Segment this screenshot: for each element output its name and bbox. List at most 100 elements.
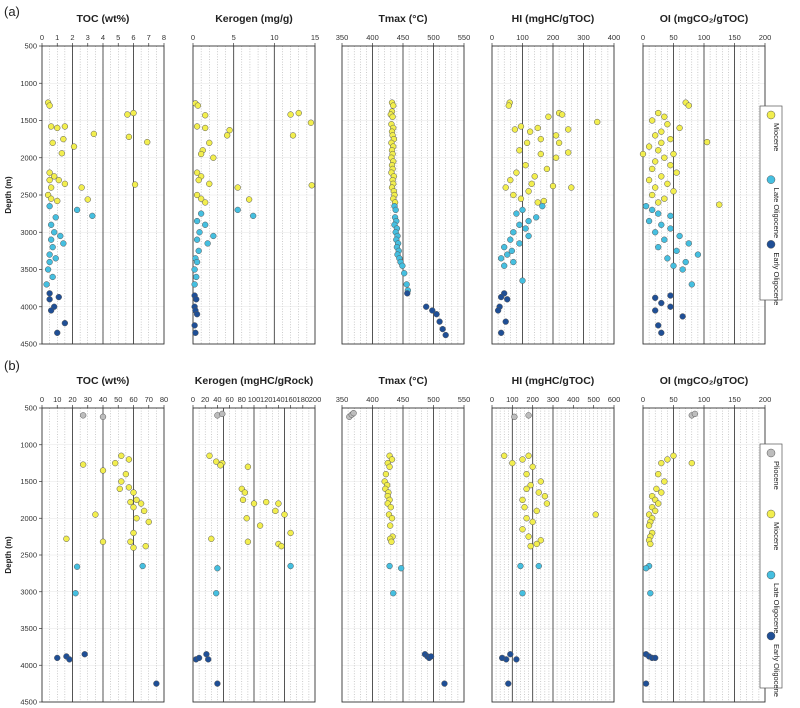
data-point <box>244 538 252 545</box>
y-tick-label: 2500 <box>20 191 37 200</box>
x-tick-label: 4 <box>101 33 105 42</box>
x-tick-label: 0 <box>40 33 44 42</box>
data-point <box>642 565 650 572</box>
data-point <box>521 504 528 511</box>
data-point <box>436 318 443 325</box>
data-point <box>658 299 665 307</box>
x-tick-label: 450 <box>397 33 410 42</box>
data-point <box>523 515 530 522</box>
data-point <box>510 258 517 266</box>
data-point <box>256 522 264 529</box>
data-point <box>519 590 526 597</box>
data-point <box>525 412 532 419</box>
x-tick-label: 400 <box>567 395 580 404</box>
data-point <box>287 111 294 118</box>
x-tick-label: 500 <box>427 395 440 404</box>
data-point <box>386 562 393 570</box>
data-point <box>57 232 64 240</box>
y-tick-label: 1000 <box>20 440 37 449</box>
x-tick-label: 30 <box>84 395 92 404</box>
data-point <box>498 329 505 336</box>
data-point <box>537 537 544 544</box>
data-point <box>46 251 53 258</box>
x-tick-label: 1 <box>55 33 59 42</box>
y-tick-label: 4500 <box>20 340 37 349</box>
data-point <box>537 150 544 158</box>
data-point <box>499 654 506 662</box>
data-point <box>565 149 572 156</box>
data-point <box>287 562 294 570</box>
x-tick-label: 140 <box>272 395 285 404</box>
data-point <box>658 459 665 467</box>
data-point <box>652 229 659 236</box>
data-point <box>433 311 440 318</box>
data-point <box>509 459 516 467</box>
data-point <box>523 471 530 478</box>
data-point <box>511 126 519 133</box>
data-point <box>92 511 99 518</box>
data-point <box>507 651 514 658</box>
panel-label: (a) <box>4 4 20 19</box>
data-point <box>667 225 674 232</box>
data-point <box>516 147 523 154</box>
data-point <box>131 181 139 188</box>
data-point <box>508 247 515 255</box>
data-point <box>502 184 509 191</box>
data-point <box>523 485 530 493</box>
x-tick-label: 7 <box>147 33 151 42</box>
data-point <box>81 651 88 658</box>
data-point <box>427 653 435 660</box>
data-point <box>78 184 85 191</box>
x-tick-label: 0 <box>191 33 195 42</box>
data-point <box>46 258 53 266</box>
data-point <box>519 526 526 533</box>
data-point <box>275 500 282 507</box>
data-point <box>55 293 62 301</box>
data-point <box>54 329 61 336</box>
data-point <box>214 680 221 687</box>
data-point <box>658 221 665 228</box>
data-point <box>191 281 198 288</box>
data-point <box>510 191 517 199</box>
x-tick-label: 100 <box>698 33 711 42</box>
data-point <box>664 180 671 187</box>
data-point <box>44 266 52 273</box>
data-point <box>194 102 202 109</box>
data-point <box>679 266 686 273</box>
data-point <box>130 544 137 551</box>
data-point <box>649 117 656 124</box>
data-point <box>647 590 654 597</box>
data-point <box>61 123 69 130</box>
data-point <box>382 471 390 478</box>
data-point <box>527 543 534 550</box>
data-point <box>72 590 79 597</box>
data-point <box>278 543 285 550</box>
data-point <box>594 118 601 126</box>
x-tick-label: 350 <box>336 395 349 404</box>
data-point <box>48 195 55 202</box>
data-point <box>139 562 146 570</box>
y-tick-label: 4500 <box>20 698 37 707</box>
data-point <box>552 154 560 161</box>
data-point <box>658 489 665 496</box>
data-point <box>501 244 508 251</box>
data-point <box>661 113 668 120</box>
data-point <box>537 135 544 143</box>
data-point <box>645 522 653 529</box>
data-point <box>502 318 509 325</box>
x-tick-label: 500 <box>587 395 600 404</box>
data-point <box>112 459 119 467</box>
legend-marker <box>766 509 776 519</box>
x-tick-label: 6 <box>131 33 135 42</box>
data-point <box>390 102 397 109</box>
data-point <box>533 507 540 515</box>
data-point <box>429 307 436 314</box>
data-point <box>193 217 201 225</box>
data-point <box>688 281 695 288</box>
data-point <box>195 247 202 255</box>
panel-label: (b) <box>4 358 20 373</box>
data-point <box>195 176 202 184</box>
data-point <box>46 102 53 109</box>
legend-marker <box>766 570 776 580</box>
